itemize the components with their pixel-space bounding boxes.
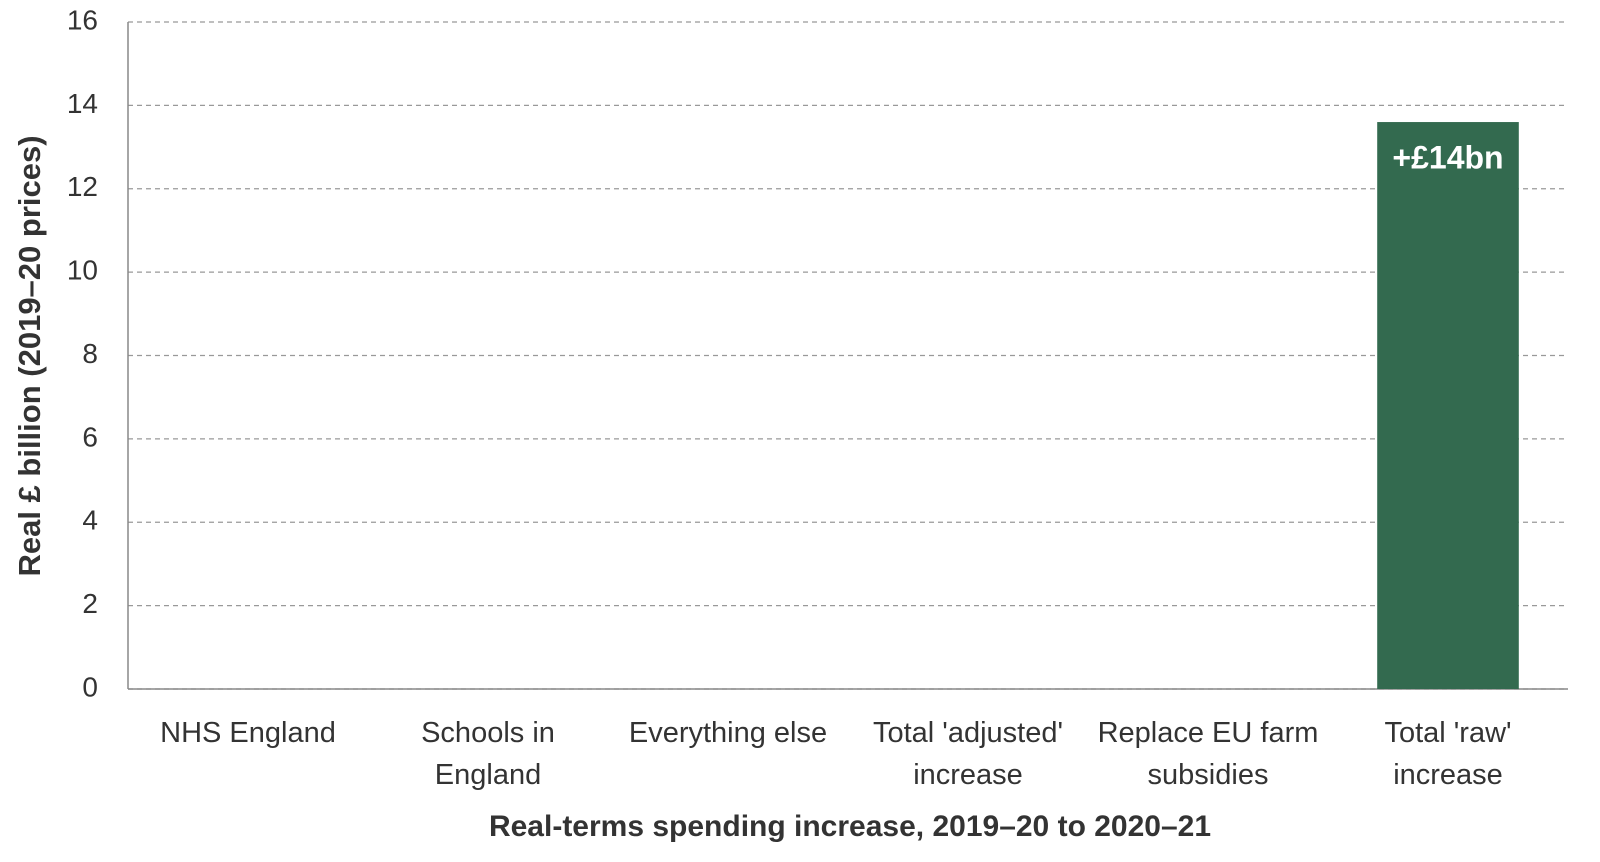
y-tick-label: 8: [82, 338, 98, 369]
y-tick-label: 12: [67, 171, 98, 202]
x-axis-title: Real-terms spending increase, 2019–20 to…: [489, 810, 1211, 843]
y-tick-label: 0: [82, 671, 98, 702]
y-tick-label: 4: [82, 505, 98, 536]
y-tick-label: 10: [67, 255, 98, 286]
y-tick-label: 16: [67, 4, 98, 35]
bar: [1377, 122, 1519, 690]
y-tick-label: 2: [82, 588, 98, 619]
x-tick-label: Total 'adjusted' increase: [872, 717, 1064, 791]
y-axis-title: Real £ billion (2019–20 prices): [12, 135, 47, 576]
value-label: +£14bn: [1392, 140, 1503, 176]
x-tick-label: NHS England: [160, 717, 336, 749]
x-tick-label: Replace EU farm subsidies: [1097, 717, 1319, 791]
x-tick-label: Everything else: [628, 717, 828, 749]
x-tick-label: Total 'raw' increase: [1384, 717, 1512, 791]
y-tick-label: 6: [82, 421, 98, 452]
y-tick-label: 14: [67, 88, 98, 119]
x-tick-label: Schools in England: [421, 717, 555, 791]
